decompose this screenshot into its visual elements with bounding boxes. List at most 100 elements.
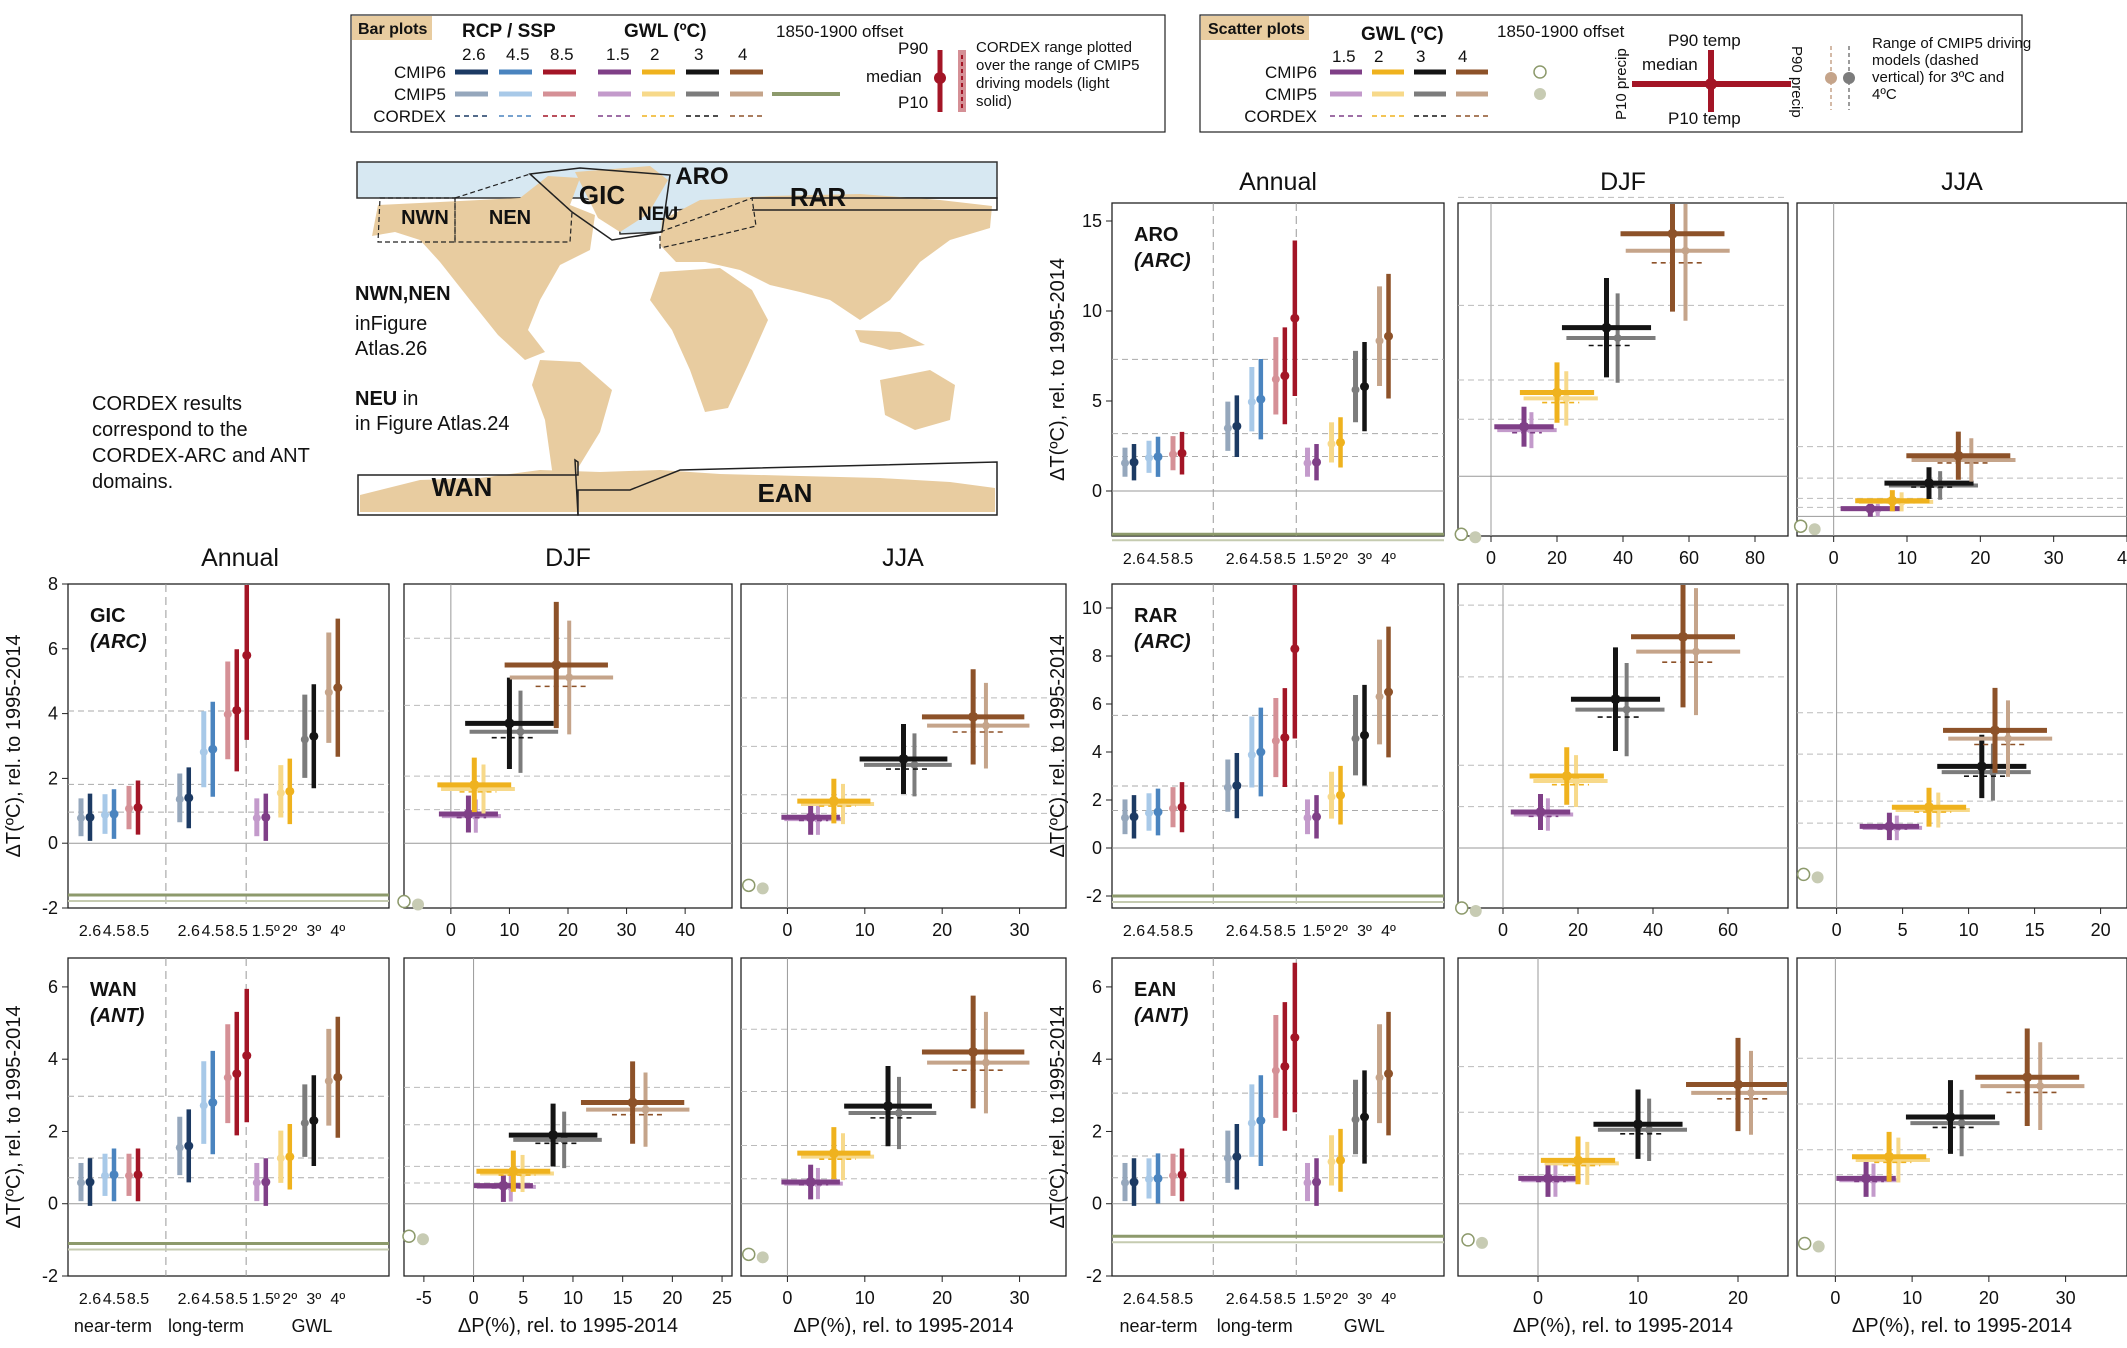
y-axis-label: ΔT(ºC), rel. to 1995-2014 (3, 635, 25, 858)
offset-title: 1850-1900 offset (776, 22, 904, 41)
cmip5-median (910, 760, 919, 769)
column-title-djf: DJF (545, 544, 591, 572)
y-tick-label: -2 (1086, 1266, 1102, 1286)
x-tick-label: 8.5 (226, 1291, 248, 1308)
y-axis-label: ΔT(ºC), rel. to 1995-2014 (3, 1006, 25, 1229)
cmip5-median (1271, 1066, 1280, 1075)
rcp-level-label: 2.6 (462, 45, 486, 64)
x-tick-label: 4.5 (1147, 923, 1169, 940)
cmip6-median (242, 650, 252, 660)
column-title-djf: DJF (1600, 168, 1646, 196)
x-tick-label: 4º (1381, 923, 1396, 940)
greenland-land (575, 166, 668, 232)
rcp-level-label: 4.5 (506, 45, 530, 64)
region-label: WAN (90, 979, 137, 1001)
cmip5-median (1691, 647, 1700, 656)
cmip6-median (627, 1097, 638, 1108)
x-tick-label: 10 (1959, 920, 1979, 940)
cmip6-median (1312, 812, 1322, 822)
x-tick-label: 0 (1486, 548, 1496, 568)
x-tick-label: 40 (2117, 548, 2127, 568)
x-tick-label: 60 (1718, 920, 1738, 940)
gwl-level-label: 1.5 (606, 45, 630, 64)
cmip5-median (125, 804, 133, 813)
x-tick-label: 4.5 (202, 923, 224, 940)
panel-frame (1457, 957, 1789, 1277)
map-label-rar: RAR (790, 182, 847, 212)
cmip5-median (1613, 334, 1622, 343)
panel-frame (1796, 202, 2127, 537)
legend-row-cordex: CORDEX (373, 107, 446, 126)
x-axis-label: ΔP(%), rel. to 1995-2014 (1513, 1315, 1733, 1337)
cmip5-median (1303, 813, 1312, 822)
long-term-label: long-term (1217, 1316, 1293, 1336)
cmip5-median (1375, 336, 1384, 345)
scatter-gwl-level-label: 1.5 (1332, 47, 1356, 66)
cmip6-median (1280, 733, 1290, 743)
scatter-legend-tag: Scatter plots (1208, 21, 1305, 38)
cmip6-median (1384, 687, 1394, 697)
cmip5-median (1351, 385, 1360, 394)
cmip6-median (1129, 457, 1139, 467)
x-tick-label: 30 (2056, 1288, 2076, 1308)
cmip5-median (199, 1101, 208, 1110)
cmip6-median (333, 683, 343, 693)
cmip6-median (1633, 1119, 1643, 1130)
x-tick-label: 4.5 (1147, 551, 1169, 568)
cmip6-median (1336, 437, 1346, 447)
y-tick-label: 6 (48, 977, 58, 997)
cmip5-median (1375, 1073, 1384, 1082)
x-tick-label: 20 (558, 920, 578, 940)
y-tick-label: 8 (48, 574, 58, 594)
y-tick-label: 6 (1092, 694, 1102, 714)
cmip6-median (309, 731, 319, 741)
cmip6-median (1945, 1112, 1956, 1122)
legend-row-cmip6: CMIP6 (394, 63, 446, 82)
cmip6-median (85, 1177, 95, 1187)
cmip6-median (1129, 1177, 1139, 1187)
offset-cmip6-circle (1797, 1236, 1812, 1251)
x-tick-label: 20 (1970, 548, 1990, 568)
cmip5-median (77, 1178, 85, 1187)
gwl-level-label: 2 (650, 45, 659, 64)
cmip6-median (1861, 1173, 1872, 1184)
near-term-label: near-term (1119, 1316, 1197, 1336)
map-label-gic: GIC (579, 180, 625, 210)
cmip6-median (208, 744, 218, 754)
x-tick-label: 4.5 (103, 1291, 125, 1308)
map-label-neu: NEU (638, 204, 678, 225)
cmip6-median (1884, 1151, 1895, 1162)
x-tick-label: 2.6 (1226, 551, 1248, 568)
map-note-figure-atlas24: in Figure Atlas.24 (355, 413, 510, 435)
x-tick-label: 4º (1381, 551, 1396, 568)
x-tick-label: 2º (282, 1291, 297, 1308)
offset-cmip5-circle (1469, 905, 1482, 917)
cmip5-median (565, 673, 574, 682)
cmip6-median (551, 660, 562, 670)
x-tick-label: 1.5º (252, 923, 280, 940)
cmip5-median (1247, 397, 1256, 406)
cmip6-median (133, 1170, 143, 1180)
gwl-axis-label: GWL (291, 1316, 332, 1336)
x-axis-label: ΔP(%), rel. to 1995-2014 (1852, 1315, 2072, 1337)
panel-ean-jja: 0 10 20 30 ΔP(%), rel. to 1995-2014 (1796, 957, 2127, 1337)
wan-outline (357, 458, 579, 516)
y-tick-label: 8 (1092, 646, 1102, 666)
cmip6-median (805, 812, 816, 823)
cmip5-median (276, 1154, 285, 1163)
offset-cmip5-circle (756, 882, 769, 895)
x-tick-label: 15 (613, 1288, 633, 1308)
scatter-gwl-level-label: 4 (1458, 47, 1467, 66)
cmip6-median (1232, 1152, 1242, 1162)
cmip6-median (1280, 1061, 1290, 1071)
domain-label: (ARC) (90, 631, 147, 653)
map-label-nen: NEN (489, 207, 531, 229)
x-tick-label: 4.5 (202, 1291, 224, 1308)
cmip5-median (1622, 705, 1631, 714)
panel-gic-djf: 0 10 20 30 40 (397, 583, 733, 940)
y-tick-label: 4 (1092, 742, 1102, 762)
y-axis-label: ΔT(ºC), rel. to 1995-2014 (1047, 258, 1069, 481)
map-note-nwn-nen: NWN,NEN (355, 283, 451, 305)
x-tick-label: 2.6 (1123, 1291, 1145, 1308)
